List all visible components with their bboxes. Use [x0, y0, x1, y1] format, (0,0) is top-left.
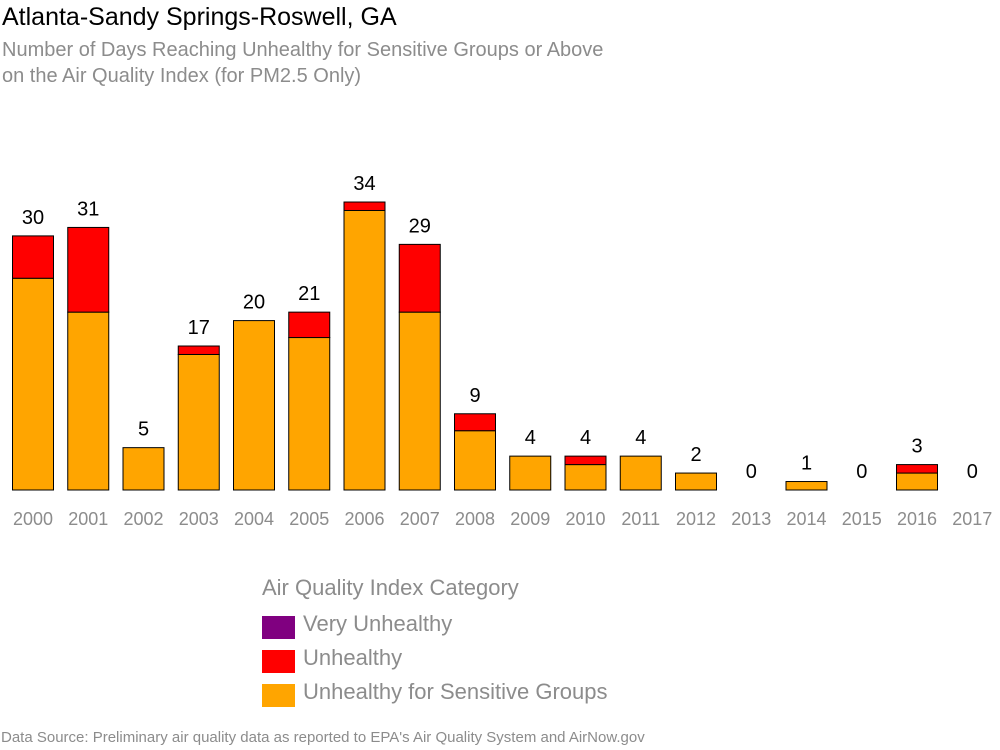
x-tick-label-2014: 2014 [786, 509, 826, 529]
data-label-2012: 2 [690, 444, 701, 466]
legend: Air Quality Index Category Very Unhealth… [262, 575, 608, 712]
bar-2007-unhealthy-for-sensitive-groups [398, 311, 441, 491]
chart-subtitle: Number of Days Reaching Unhealthy for Se… [2, 37, 603, 89]
bar-2000-unhealthy [12, 235, 54, 279]
data-label-2010: 4 [580, 427, 591, 449]
bar-chart: 3020003120015200217200320200421200534200… [12, 173, 992, 529]
x-tick-label-2015: 2015 [842, 509, 882, 529]
data-label-2004: 20 [243, 292, 265, 314]
bar-2012-unhealthy-for-sensitive-groups [675, 472, 717, 491]
bar-2009-unhealthy-for-sensitive-groups [509, 455, 552, 491]
bar-2014-unhealthy-for-sensitive-groups [785, 481, 828, 491]
data-label-2007: 29 [409, 215, 431, 237]
data-label-2014: 1 [801, 453, 812, 475]
data-label-2015: 0 [856, 461, 867, 483]
bar-2005-unhealthy-for-sensitive-groups [288, 337, 331, 491]
x-tick-label-2006: 2006 [344, 509, 384, 529]
data-source-note: Data Source: Preliminary air quality dat… [1, 729, 645, 746]
legend-item-unhealthy: Unhealthy [262, 644, 519, 678]
x-tick-label-2005: 2005 [289, 509, 329, 529]
bar-2000-unhealthy-for-sensitive-groups [12, 277, 54, 491]
chart-title: Atlanta-Sandy Springs-Roswell, GA [2, 3, 397, 31]
data-label-2011: 4 [635, 427, 646, 449]
legend-label-unhealthy-sensitive: Unhealthy for Sensitive Groups [303, 679, 608, 704]
x-tick-label-2000: 2000 [13, 509, 53, 529]
x-tick-label-2008: 2008 [455, 509, 495, 529]
data-label-2016: 3 [911, 436, 922, 458]
legend-label-unhealthy: Unhealthy [303, 645, 403, 670]
bar-2007-unhealthy [398, 243, 441, 313]
bar-2006-unhealthy [343, 201, 386, 211]
x-tick-label-2016: 2016 [897, 509, 937, 529]
x-tick-label-2013: 2013 [731, 509, 771, 529]
bar-2006-unhealthy-for-sensitive-groups [343, 209, 386, 491]
subtitle-line-1: Number of Days Reaching Unhealthy for Se… [2, 39, 604, 61]
x-tick-label-2002: 2002 [123, 509, 163, 529]
data-label-2001: 31 [77, 198, 99, 220]
x-tick-label-2001: 2001 [68, 509, 108, 529]
data-label-2008: 9 [469, 385, 480, 407]
data-label-2002: 5 [138, 419, 149, 441]
x-tick-label-2010: 2010 [565, 509, 605, 529]
x-tick-label-2004: 2004 [234, 509, 274, 529]
data-label-2003: 17 [188, 317, 210, 339]
legend-title: Air Quality Index Category [262, 575, 519, 600]
legend-swatch-unhealthy [262, 650, 295, 673]
bar-2011-unhealthy-for-sensitive-groups [619, 455, 662, 491]
legend-swatch-very-unhealthy [262, 616, 295, 639]
bar-2001-unhealthy-for-sensitive-groups [67, 311, 110, 491]
bar-2010-unhealthy-for-sensitive-groups [564, 464, 607, 491]
bar-2010-unhealthy [564, 455, 607, 466]
legend-label-very-unhealthy: Very Unhealthy [303, 611, 453, 636]
legend-item-very-unhealthy: Very Unhealthy [262, 610, 519, 644]
bar-2004-unhealthy-for-sensitive-groups [233, 320, 275, 491]
x-tick-label-2017: 2017 [952, 509, 992, 529]
bar-2005-unhealthy [288, 311, 331, 339]
x-tick-label-2003: 2003 [179, 509, 219, 529]
bar-2016-unhealthy-for-sensitive-groups [896, 472, 938, 491]
subtitle-line-2: on the Air Quality Index (for PM2.5 Only… [2, 65, 362, 87]
bar-2002-unhealthy-for-sensitive-groups [122, 447, 165, 491]
data-label-2006: 34 [353, 173, 375, 195]
data-label-2005: 21 [298, 283, 320, 305]
x-tick-label-2012: 2012 [676, 509, 716, 529]
x-tick-label-2007: 2007 [400, 509, 440, 529]
data-label-2009: 4 [525, 427, 536, 449]
bar-2003-unhealthy-for-sensitive-groups [177, 353, 220, 491]
legend-item-unhealthy-sensitive: Unhealthy for Sensitive Groups [262, 678, 608, 712]
x-tick-label-2009: 2009 [510, 509, 550, 529]
data-label-2000: 30 [22, 207, 44, 229]
bar-2008-unhealthy-for-sensitive-groups [454, 430, 496, 491]
data-label-2013: 0 [746, 461, 757, 483]
x-tick-label-2011: 2011 [621, 509, 660, 529]
bar-2001-unhealthy [67, 226, 110, 313]
bar-2016-unhealthy [896, 464, 938, 474]
bar-2003-unhealthy [177, 345, 220, 355]
bar-2008-unhealthy [454, 413, 496, 432]
data-label-2017: 0 [967, 461, 978, 483]
legend-swatch-unhealthy-sensitive [262, 684, 295, 707]
